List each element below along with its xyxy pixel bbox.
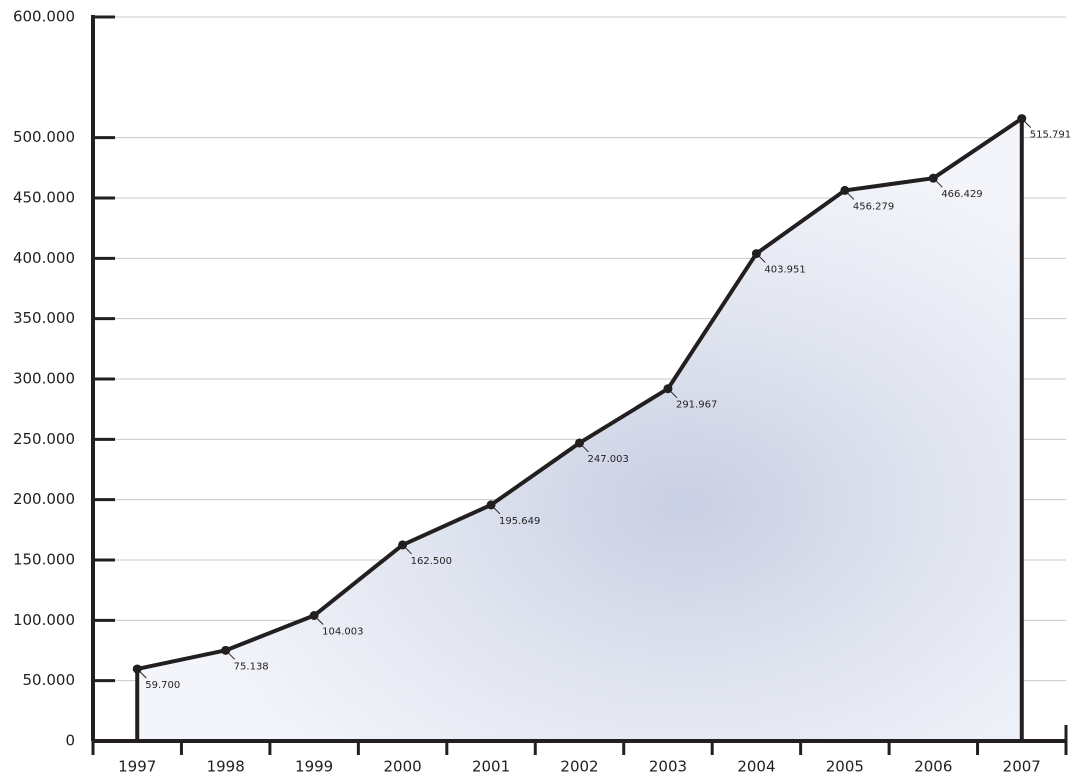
- y-tick-label: 500.000: [13, 128, 75, 146]
- label-leader: [490, 504, 501, 515]
- x-tick-label: 2000: [383, 758, 421, 776]
- value-label: 59.700: [145, 680, 180, 691]
- label-leader: [756, 253, 766, 263]
- label-leader: [1021, 118, 1032, 128]
- value-label: 104.003: [322, 627, 363, 638]
- label-leader: [667, 388, 678, 399]
- y-tick-label: 0: [65, 732, 75, 750]
- value-label: 247.003: [588, 454, 629, 465]
- x-tick-label: 2006: [914, 758, 952, 776]
- y-tick-label: 250.000: [13, 430, 75, 448]
- value-label: 466.429: [941, 189, 982, 200]
- x-tick-label: 1998: [207, 758, 245, 776]
- x-tick-label: 2002: [560, 758, 598, 776]
- y-tick-label: 350.000: [13, 309, 75, 327]
- x-tick-label: 2001: [472, 758, 510, 776]
- y-tick-label: 50.000: [23, 671, 76, 689]
- label-leader: [313, 615, 324, 625]
- area: [137, 118, 1022, 742]
- value-label: 515.791: [1030, 130, 1071, 141]
- label-leader: [136, 668, 147, 679]
- x-tick-label: 1999: [295, 758, 333, 776]
- y-tick-label: 300.000: [13, 370, 75, 388]
- value-label: 456.279: [853, 201, 894, 212]
- label-leader: [402, 544, 412, 555]
- y-tick-label: 150.000: [13, 551, 75, 569]
- y-tick-label: 450.000: [13, 189, 75, 207]
- x-tick-label: 2005: [826, 758, 864, 776]
- x-tick-label: 2007: [1003, 758, 1041, 776]
- x-tick-label: 2004: [737, 758, 775, 776]
- value-label: 75.138: [234, 661, 269, 672]
- label-leader: [579, 442, 589, 453]
- value-label: 403.951: [764, 265, 805, 276]
- value-label: 291.967: [676, 400, 717, 411]
- x-tick-label: 1997: [118, 758, 156, 776]
- value-label: 195.649: [499, 516, 540, 527]
- label-leader: [844, 190, 855, 200]
- x-tick-label: 2003: [649, 758, 687, 776]
- label-leader: [932, 177, 943, 188]
- label-leader: [225, 649, 236, 660]
- value-label: 162.500: [411, 556, 452, 567]
- y-tick-label: 200.000: [13, 490, 75, 508]
- y-tick-label: 400.000: [13, 249, 75, 267]
- y-tick-label: 100.000: [13, 611, 75, 629]
- y-tick-label: 600.000: [13, 8, 75, 26]
